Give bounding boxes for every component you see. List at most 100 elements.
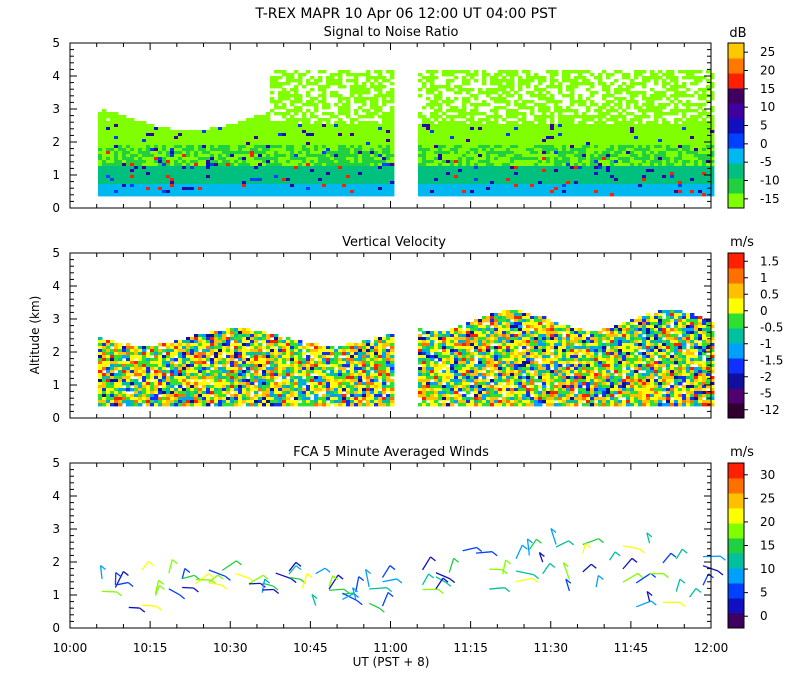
heatmap-cell: [150, 151, 155, 155]
heatmap-cell: [638, 163, 643, 167]
heatmap-cell: [662, 163, 667, 167]
heatmap-cell: [190, 169, 195, 173]
heatmap-cell: [110, 364, 115, 368]
heatmap-cell: [634, 187, 639, 191]
heatmap-cell: [422, 148, 427, 152]
heatmap-cell: [438, 148, 443, 152]
heatmap-cell: [266, 169, 271, 173]
heatmap-cell: [130, 133, 135, 137]
heatmap-cell: [690, 190, 695, 194]
heatmap-cell: [550, 121, 555, 125]
heatmap-cell: [350, 127, 355, 131]
heatmap-cell: [638, 118, 643, 122]
heatmap-cell: [134, 373, 139, 377]
heatmap-cell: [602, 190, 607, 194]
heatmap-cell: [450, 109, 455, 113]
heatmap-cell: [426, 178, 431, 182]
heatmap-cell: [338, 130, 343, 134]
heatmap-cell: [378, 85, 383, 89]
heatmap-cell: [550, 130, 555, 134]
heatmap-cell: [254, 133, 259, 137]
heatmap-cell: [258, 127, 263, 131]
heatmap-cell: [422, 136, 427, 140]
heatmap-cell: [422, 178, 427, 182]
heatmap-cell: [582, 145, 587, 149]
heatmap-cell: [430, 157, 435, 161]
heatmap-cell: [298, 82, 303, 86]
heatmap-cell: [490, 154, 495, 158]
heatmap-cell: [566, 94, 571, 98]
heatmap-cell: [678, 169, 683, 173]
heatmap-cell: [102, 376, 107, 380]
heatmap-cell: [350, 160, 355, 164]
heatmap-cell: [318, 145, 323, 149]
heatmap-cell: [106, 172, 111, 176]
heatmap-cell: [118, 187, 123, 191]
heatmap-cell: [506, 136, 511, 140]
heatmap-cell: [362, 175, 367, 179]
heatmap-cell: [542, 151, 547, 155]
heatmap-cell: [586, 175, 591, 179]
heatmap-cell: [262, 115, 267, 119]
heatmap-cell: [434, 184, 439, 188]
heatmap-cell: [494, 139, 499, 143]
heatmap-cell: [350, 184, 355, 188]
heatmap-cell: [618, 91, 623, 95]
heatmap-cell: [594, 142, 599, 146]
heatmap-cell: [482, 154, 487, 158]
heatmap-cell: [514, 187, 519, 191]
heatmap-cell: [670, 88, 675, 92]
heatmap-cell: [698, 97, 703, 101]
heatmap-cell: [110, 349, 115, 353]
heatmap-cell: [162, 142, 167, 146]
heatmap-cell: [614, 181, 619, 185]
heatmap-cell: [114, 163, 119, 167]
heatmap-cell: [654, 109, 659, 113]
heatmap-cell: [334, 133, 339, 137]
heatmap-cell: [354, 187, 359, 191]
heatmap-cell: [570, 94, 575, 98]
heatmap-cell: [558, 115, 563, 119]
heatmap-cell: [262, 145, 267, 149]
heatmap-cell: [350, 163, 355, 167]
heatmap-cell: [106, 193, 111, 197]
heatmap-cell: [202, 136, 207, 140]
heatmap-cell: [190, 139, 195, 143]
heatmap-cell: [522, 124, 527, 128]
heatmap-cell: [426, 133, 431, 137]
heatmap-cell: [290, 121, 295, 125]
heatmap-cell: [618, 154, 623, 158]
heatmap-cell: [654, 76, 659, 80]
heatmap-cell: [98, 190, 103, 194]
heatmap-cell: [242, 145, 247, 149]
heatmap-cell: [174, 178, 179, 182]
heatmap-cell: [246, 172, 251, 176]
heatmap-cell: [702, 109, 707, 113]
heatmap-cell: [538, 133, 543, 137]
heatmap-cell: [586, 133, 591, 137]
heatmap-cell: [134, 136, 139, 140]
heatmap-cell: [142, 145, 147, 149]
heatmap-cell: [622, 154, 627, 158]
heatmap-cell: [170, 148, 175, 152]
heatmap-cell: [582, 82, 587, 86]
heatmap-cell: [506, 157, 511, 161]
heatmap-cell: [130, 139, 135, 143]
heatmap-cell: [322, 85, 327, 89]
heatmap-cell: [578, 82, 583, 86]
heatmap-cell: [470, 166, 475, 170]
heatmap-cell: [694, 172, 699, 176]
heatmap-cell: [102, 151, 107, 155]
heatmap-cell: [602, 175, 607, 179]
heatmap-cell: [234, 136, 239, 140]
heatmap-cell: [114, 124, 119, 128]
heatmap-cell: [390, 139, 395, 143]
heatmap-cell: [294, 127, 299, 131]
heatmap-cell: [322, 88, 327, 92]
heatmap-cell: [562, 148, 567, 152]
heatmap-cell: [654, 136, 659, 140]
heatmap-cell: [550, 133, 555, 137]
heatmap-cell: [498, 157, 503, 161]
heatmap-cell: [618, 181, 623, 185]
heatmap-cell: [522, 151, 527, 155]
